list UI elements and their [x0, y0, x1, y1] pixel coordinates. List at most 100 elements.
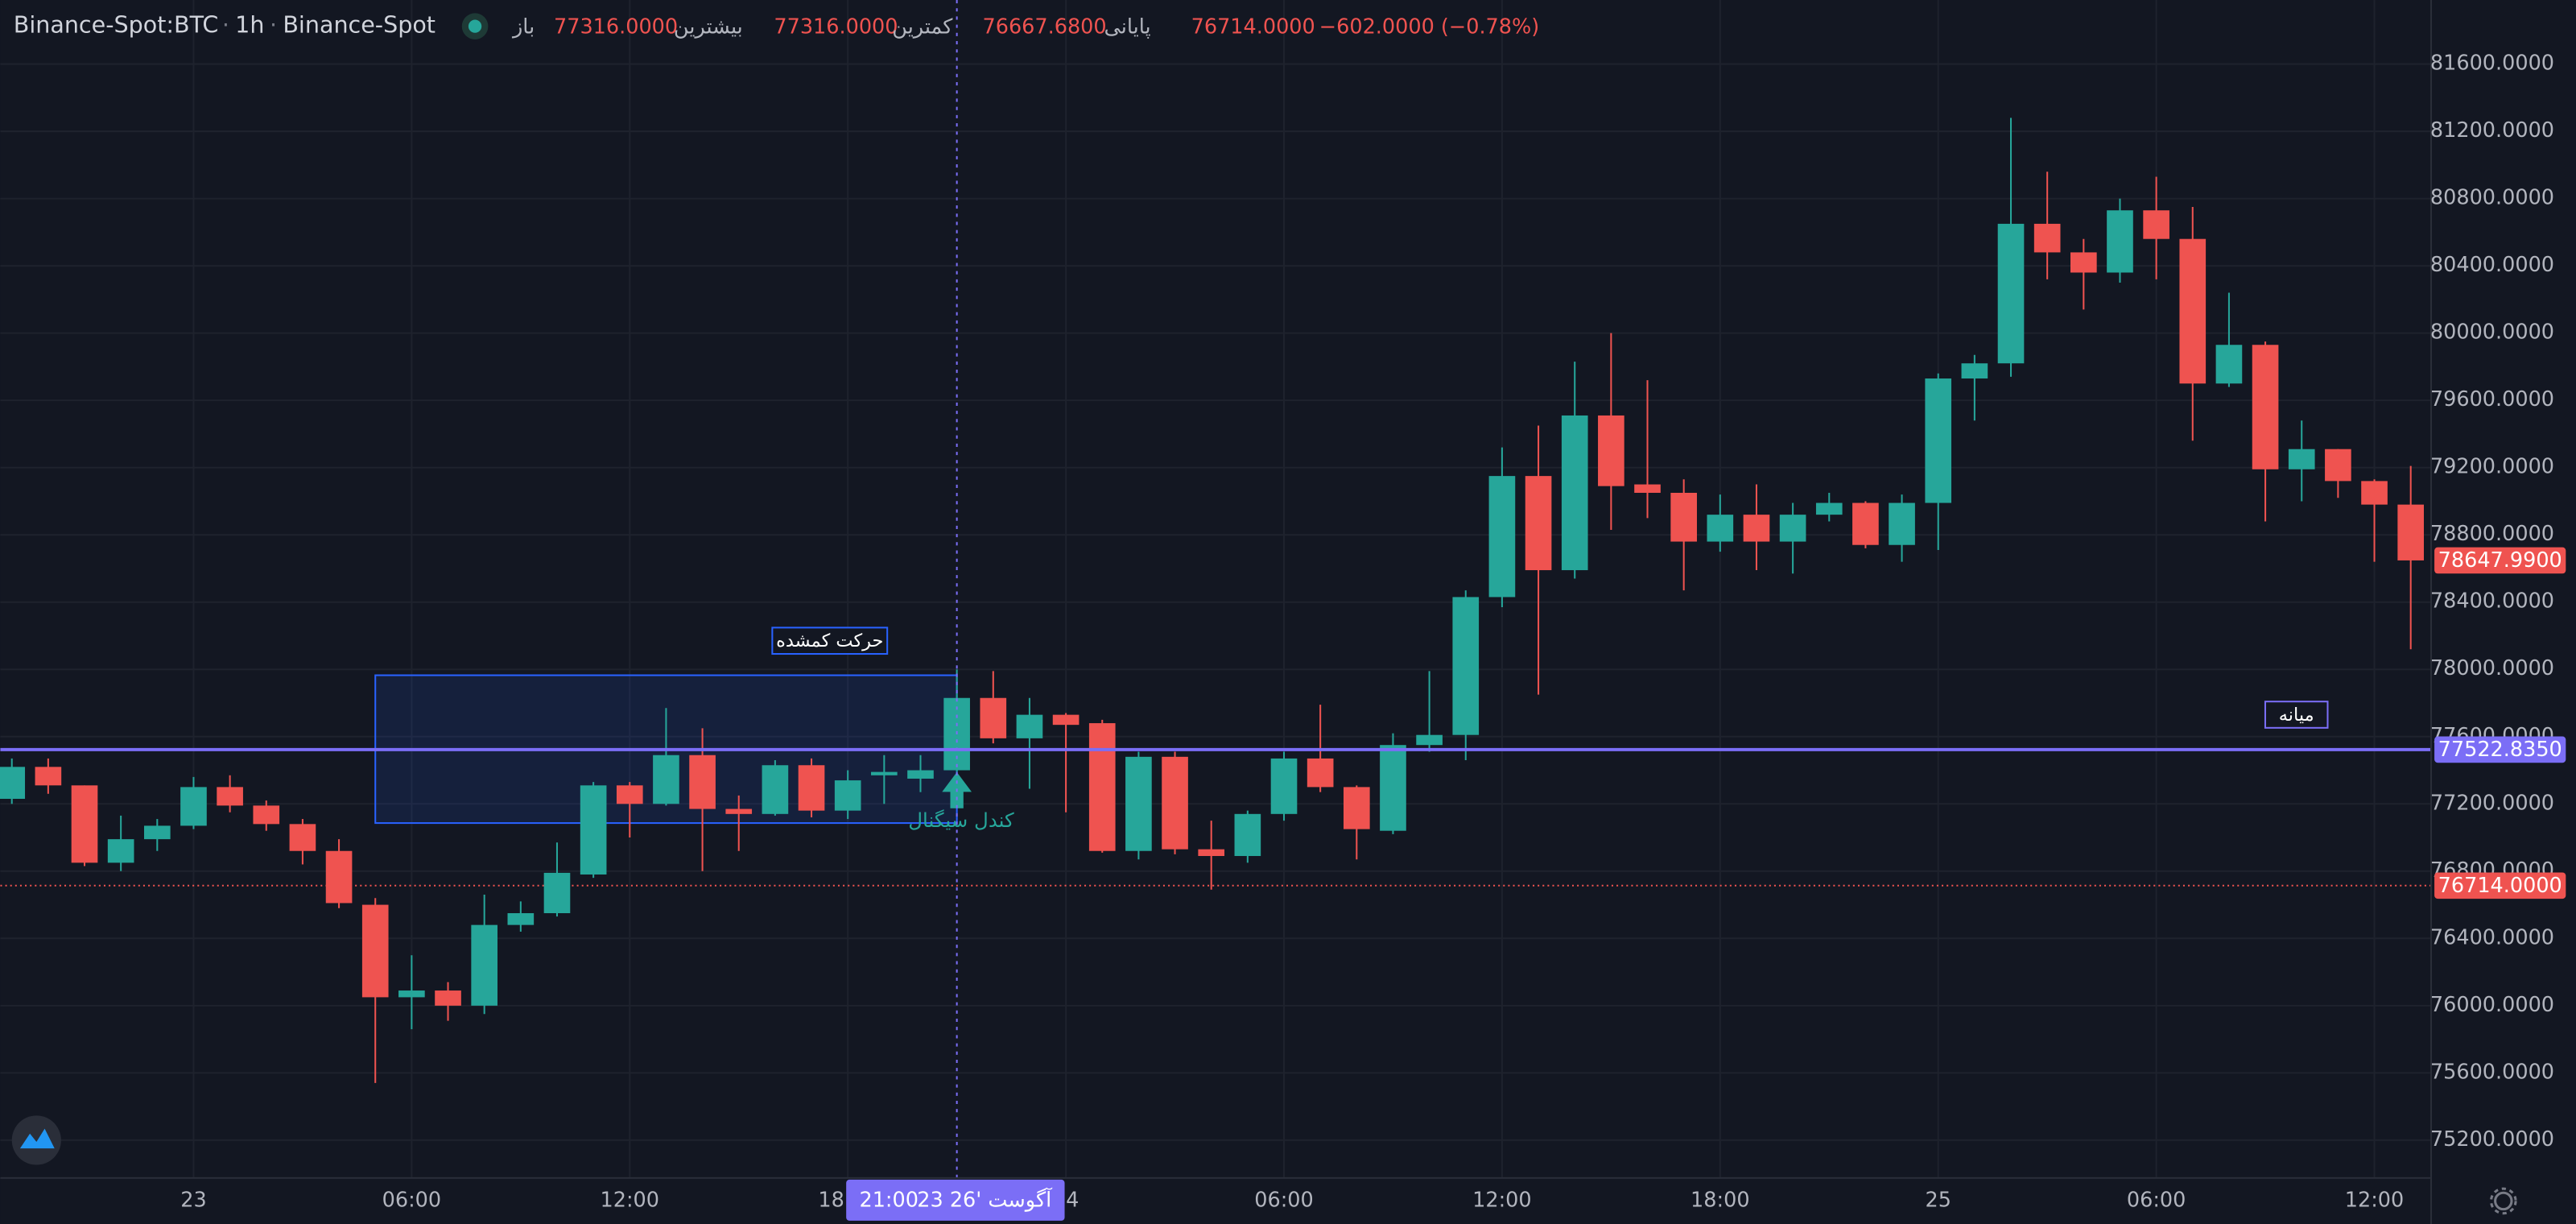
x-tick-label: 06:00: [1254, 1188, 1314, 1212]
candle-body: [543, 872, 571, 914]
median-price-label: 77522.8350: [2438, 738, 2562, 762]
candle-body: [1525, 476, 1552, 571]
x-tick-label: 23: [180, 1188, 206, 1212]
plot: حرکت کمشده میانه کندل سیگنال: [0, 0, 2432, 1178]
candle-body: [325, 850, 353, 904]
separator: ·: [270, 11, 277, 39]
candle-body: [1452, 597, 1480, 735]
y-tick-label: 75600.0000: [2430, 1060, 2554, 1084]
candle-body: [398, 990, 425, 998]
exchange: Binance-Spot: [283, 11, 436, 39]
candle-body: [616, 785, 643, 804]
candle-body: [2252, 345, 2279, 469]
candle-body: [580, 785, 607, 875]
x-tick-label: 12:00: [601, 1188, 660, 1212]
crosshair-time: 21:00: [859, 1188, 918, 1212]
median-label-box: [2264, 701, 2329, 729]
y-tick-label: 75200.0000: [2430, 1127, 2554, 1152]
close-price-label-box: [2434, 872, 2566, 899]
header: Binance-Spot:BTC · 1h · Binance-Spot باز…: [14, 11, 1539, 39]
candle-body: [1925, 378, 1952, 503]
candle-body: [1997, 223, 2025, 364]
candle-body: [2397, 504, 2425, 560]
candle-body: [762, 765, 789, 814]
y-tick-label: 78000.0000: [2430, 656, 2554, 680]
candle-body: [1598, 415, 1624, 486]
last-price-label-box: [2434, 547, 2566, 574]
candle-body: [1779, 515, 1806, 542]
candle-body: [871, 771, 898, 775]
candle-body: [1961, 363, 1988, 379]
candle-body: [1162, 756, 1188, 850]
candle-body: [1198, 849, 1225, 857]
candle-body: [2107, 210, 2133, 273]
y-tick-label: 77200.0000: [2430, 791, 2554, 815]
close-label: پایانی: [1104, 15, 1150, 39]
last-price-label: 78647.9900: [2438, 548, 2562, 573]
candle-body: [253, 805, 280, 825]
candle-body: [1270, 758, 1298, 814]
candle-body: [1852, 502, 1879, 545]
zone-label-box: [771, 626, 889, 655]
candle-body: [361, 904, 389, 998]
candle-body: [1634, 484, 1661, 494]
candle-body: [143, 825, 171, 840]
change: −602.0000 (−0.78%): [1319, 15, 1539, 39]
y-tick-label: 76400.0000: [2430, 925, 2554, 949]
open-value: 77316.0000: [554, 15, 678, 39]
candle-body: [1743, 515, 1770, 542]
x-tick-label: 12:00: [2345, 1188, 2405, 1212]
candle-body: [35, 767, 62, 786]
candle-body: [2143, 210, 2169, 239]
y-tick-label: 76000.0000: [2430, 993, 2554, 1017]
settings-teeth: [2489, 1187, 2517, 1215]
candle-body: [180, 787, 207, 826]
y-tick-label: 79200.0000: [2430, 455, 2554, 479]
logo: [11, 1115, 61, 1165]
low-value: 76667.6800: [983, 15, 1107, 39]
y-tick-label: 80000.0000: [2430, 320, 2554, 345]
candle-body: [2361, 481, 2388, 505]
candle-body: [1815, 502, 1843, 515]
close-value: 76714.0000: [1191, 15, 1315, 39]
candle-body: [798, 765, 825, 811]
candle-body: [107, 839, 134, 863]
candle-body: [2325, 449, 2351, 482]
high-value: 77316.0000: [774, 15, 898, 39]
signal-label: کندل سیگنال: [908, 808, 1014, 832]
interval: 1h: [235, 11, 264, 39]
candle-body: [980, 697, 1007, 738]
status-dot: [468, 19, 482, 33]
candle-body: [1307, 758, 1334, 788]
crosshair-date: 23 آگوست '26: [917, 1187, 1053, 1212]
candle-body: [289, 824, 316, 851]
candle-body: [1670, 493, 1697, 542]
y-tick-label: 80800.0000: [2430, 186, 2554, 210]
grid: [0, 0, 2432, 1178]
x-tick-label: 25: [1925, 1188, 1951, 1212]
logo-icon: [19, 1128, 55, 1149]
separator: ·: [222, 11, 229, 39]
y-tick-label: 81600.0000: [2430, 52, 2554, 76]
settings-icon[interactable]: [2494, 1191, 2513, 1211]
close-price-label: 76714.0000: [2438, 874, 2562, 898]
candle-body: [2215, 345, 2243, 384]
candle-body: [834, 780, 861, 811]
candle-body: [1052, 714, 1080, 726]
candle-body: [1088, 723, 1116, 851]
y-tick-label: 78800.0000: [2430, 522, 2554, 546]
median-label: میانه: [2279, 705, 2314, 726]
candle-body: [507, 913, 535, 925]
candle-body: [1889, 502, 1915, 545]
candle-body: [1707, 515, 1734, 542]
candle-body: [1016, 714, 1043, 738]
high-label: بیشترین: [674, 15, 743, 39]
candle-body: [1488, 476, 1516, 598]
y-tick-label: 81200.0000: [2430, 118, 2554, 143]
candle-body: [725, 808, 753, 814]
candle-body: [1561, 415, 1588, 571]
candle-body: [2070, 252, 2097, 273]
settings[interactable]: [2489, 1187, 2517, 1215]
candle-body: [71, 785, 98, 863]
